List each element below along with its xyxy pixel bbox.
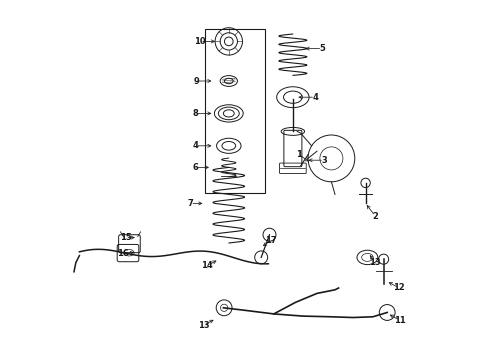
Text: 14: 14: [201, 261, 213, 270]
Text: 3: 3: [321, 156, 327, 165]
Text: 13: 13: [369, 258, 381, 267]
Text: 10: 10: [194, 37, 206, 46]
Bar: [205, 29, 265, 193]
Text: 13: 13: [198, 321, 209, 330]
Text: 15: 15: [120, 233, 131, 242]
Text: 17: 17: [265, 236, 277, 245]
Text: 8: 8: [193, 109, 198, 118]
Text: 4: 4: [193, 141, 198, 150]
Text: 7: 7: [187, 199, 193, 208]
Text: 2: 2: [372, 212, 378, 220]
Text: 5: 5: [319, 44, 325, 53]
Text: 6: 6: [193, 163, 198, 172]
Text: 12: 12: [393, 284, 405, 292]
Text: 4: 4: [312, 93, 318, 102]
Text: 1: 1: [296, 150, 302, 159]
Text: 11: 11: [394, 316, 406, 325]
Text: 16: 16: [118, 249, 129, 258]
Text: 9: 9: [194, 77, 199, 86]
